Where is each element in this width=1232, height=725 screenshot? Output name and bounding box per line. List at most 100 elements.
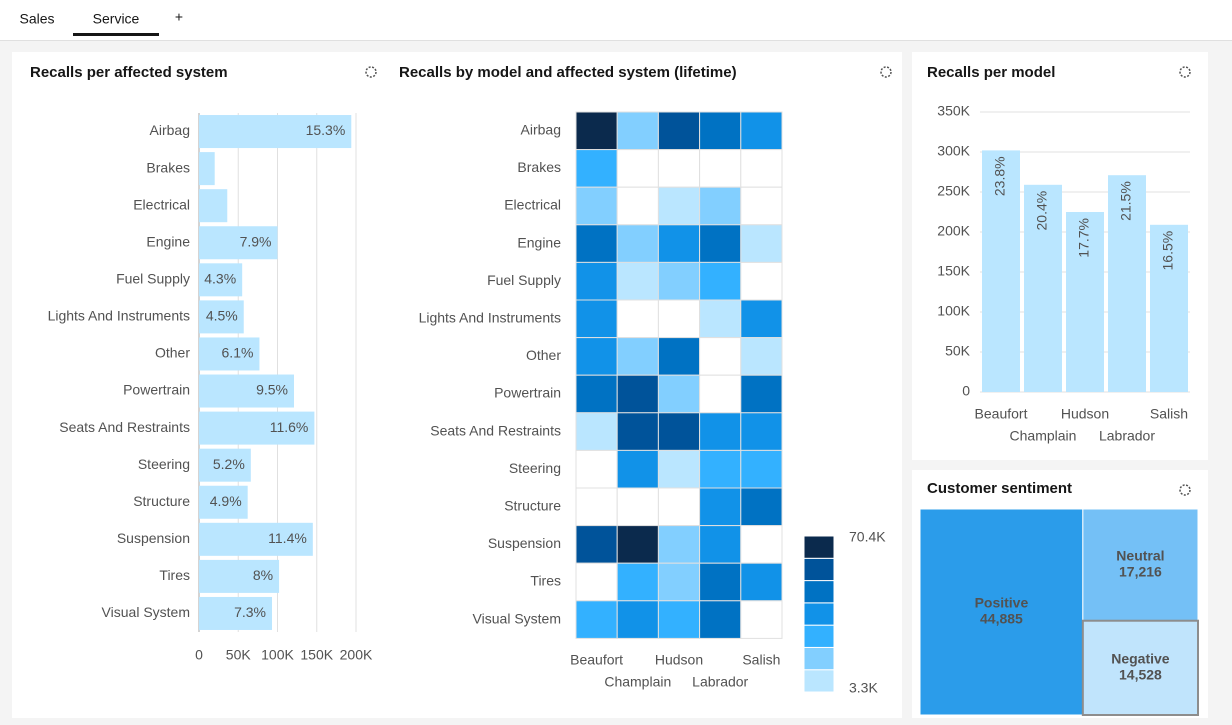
heat-cell <box>616 600 659 639</box>
heat-cell <box>699 525 742 564</box>
settings-icon[interactable] <box>1179 66 1191 78</box>
colorbar-label: 3.3K <box>849 680 878 696</box>
heat-cell <box>699 224 742 263</box>
heat-cell <box>657 562 701 602</box>
y-tick-label: Engine <box>517 234 561 250</box>
y-tick-label: Structure <box>504 498 561 514</box>
bar <box>199 226 278 260</box>
heat-cell <box>575 337 618 376</box>
heat-cell <box>657 449 701 489</box>
heat-cell <box>575 224 618 263</box>
heat-cell <box>575 149 618 188</box>
heat-cell <box>575 374 618 414</box>
empty-cell <box>657 299 701 339</box>
empty-cell <box>740 600 783 639</box>
y-tick-label: Airbag <box>150 122 190 138</box>
y-tick-label: Airbag <box>521 122 561 138</box>
y-tick-label: Seats And Restraints <box>430 422 561 438</box>
heat-cell <box>657 261 701 301</box>
x-tick-label: Salish <box>742 652 780 668</box>
y-tick-label: 50K <box>945 343 971 359</box>
add-tab[interactable]: + <box>175 9 183 25</box>
y-tick-label: 250K <box>937 183 970 199</box>
heat-cell <box>575 261 618 301</box>
heat-cell <box>699 449 742 489</box>
bar <box>1024 184 1062 392</box>
empty-cell <box>616 186 659 226</box>
data-label: 11.4% <box>268 530 307 546</box>
heat-cell <box>616 449 659 489</box>
data-label: 9.5% <box>256 382 288 398</box>
settings-icon[interactable] <box>365 66 377 78</box>
heat-cell <box>616 261 659 301</box>
y-tick-label: Structure <box>133 493 190 509</box>
tab-active[interactable]: Service <box>93 11 140 27</box>
bar <box>199 263 243 297</box>
bar <box>1150 224 1188 392</box>
heat-cell <box>616 562 659 602</box>
y-tick-label: Lights And Instruments <box>48 308 190 324</box>
y-tick-label: 300K <box>937 143 970 159</box>
y-tick-label: Seats And Restraints <box>59 419 190 435</box>
bar <box>199 300 244 334</box>
empty-cell <box>699 374 742 414</box>
tile-label: Neutral <box>1116 548 1164 564</box>
y-tick-label: Suspension <box>117 530 190 546</box>
empty-cell <box>740 525 783 564</box>
bar <box>199 559 280 593</box>
bar <box>199 522 313 556</box>
heat-cell <box>740 449 783 489</box>
x-tick-label: Beaufort <box>570 652 623 668</box>
heat-cell <box>657 412 701 451</box>
empty-cell <box>616 487 659 527</box>
data-label: 15.3% <box>306 122 346 138</box>
y-tick-label: Steering <box>138 456 190 472</box>
y-tick-label: Lights And Instruments <box>419 310 561 326</box>
tile-value: 17,216 <box>1119 564 1162 580</box>
heat-cell <box>575 600 618 639</box>
y-tick-label: Other <box>526 347 561 363</box>
y-tick-label: 0 <box>962 383 970 399</box>
x-tick-label: 50K <box>226 647 252 663</box>
x-tick-label: 100K <box>261 647 294 663</box>
heat-cell <box>575 412 618 451</box>
color-swatch <box>803 557 835 582</box>
data-label: 4.5% <box>206 308 238 324</box>
heat-cell <box>699 412 742 451</box>
data-label: 7.9% <box>240 233 272 249</box>
y-tick-label: Tires <box>159 567 190 583</box>
heat-cell <box>740 299 783 339</box>
heat-cell <box>616 412 659 451</box>
data-label: 23.8% <box>992 156 1008 196</box>
data-label: 8% <box>253 567 273 583</box>
data-label: 20.4% <box>1034 191 1050 231</box>
bar <box>1066 212 1104 392</box>
y-tick-label: Tires <box>530 573 561 589</box>
empty-cell <box>699 149 742 188</box>
bar <box>199 152 215 186</box>
bar <box>199 189 228 223</box>
heat-cell <box>699 299 742 339</box>
settings-icon[interactable] <box>880 66 892 78</box>
data-label: 11.6% <box>270 419 309 435</box>
y-tick-label: 350K <box>937 103 970 119</box>
settings-icon[interactable] <box>1179 484 1191 496</box>
settings-icons <box>365 66 1191 496</box>
empty-cell <box>616 299 659 339</box>
heat-cell <box>657 374 701 414</box>
bar <box>199 485 248 519</box>
heat-cell <box>657 600 701 639</box>
heat-cell <box>657 111 701 151</box>
y-tick-label: Visual System <box>473 610 561 626</box>
heat-cell <box>616 337 659 376</box>
colorbar-label: 70.4K <box>849 529 886 545</box>
y-tick-label: Engine <box>146 233 190 249</box>
treemap-tile <box>1081 619 1199 717</box>
data-label: 6.1% <box>222 345 254 361</box>
heat-cell <box>616 111 659 151</box>
y-tick-label: 100K <box>937 303 970 319</box>
tab[interactable]: Sales <box>19 11 54 27</box>
heat-cell <box>616 224 659 263</box>
heat-cell <box>699 111 742 151</box>
